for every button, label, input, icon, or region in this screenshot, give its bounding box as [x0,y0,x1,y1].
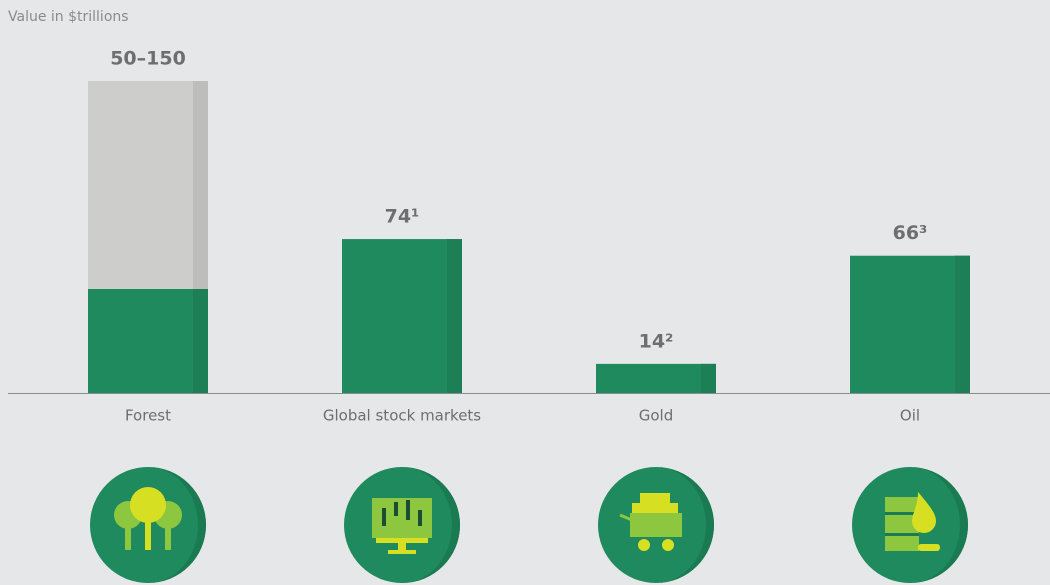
gold-icon [598,467,714,583]
oil-icon [852,467,968,583]
stock-icon [344,467,460,583]
data-label: 66³ [893,222,928,244]
bar-face [850,255,970,393]
bar-shade [193,289,208,393]
x-tick-label: Global stock markets [323,407,481,425]
bar-shade [701,363,716,393]
bar-shade [193,81,208,289]
data-label: 50–150 [110,48,186,70]
forest-icon [90,467,206,583]
bar-shade [447,239,462,393]
bar [88,81,208,289]
bar [596,363,716,393]
bar [88,289,208,393]
bar [850,255,970,393]
x-tick-label: Gold [639,407,674,425]
bar-face [342,239,462,393]
data-label: 74¹ [385,206,420,228]
bar-face [88,289,208,393]
x-tick-label: Oil [900,407,920,425]
bar-face [596,363,716,393]
x-tick-label: Forest [125,407,171,425]
axis-label: Value in $trillions [8,9,129,25]
bar-face [88,81,208,289]
bar-shade [955,255,970,393]
bars [88,81,970,393]
bar [342,239,462,393]
data-label: 14² [639,330,674,352]
